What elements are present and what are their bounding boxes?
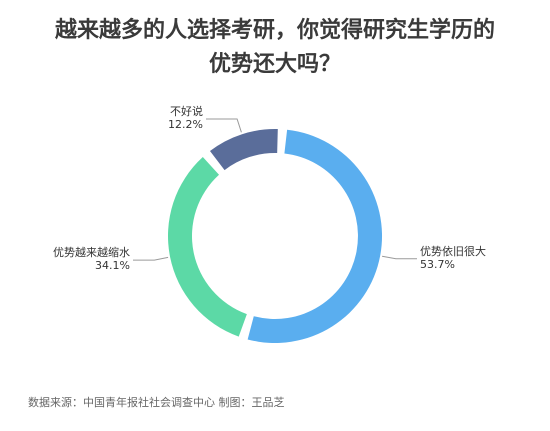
slice-value-label-2: 12.2%	[168, 118, 203, 131]
leader-line-0	[382, 255, 417, 260]
leader-line-1	[133, 256, 169, 261]
donut-slice-2	[209, 129, 278, 171]
data-source-note: 数据来源：中国青年报社社会调查中心 制图：王品芝	[28, 396, 285, 409]
slice-label-0: 优势依旧很大	[420, 244, 486, 258]
donut-slice-0	[247, 129, 383, 344]
slice-label-1: 优势越来越缩水	[53, 245, 130, 259]
slice-label-2: 不好说	[170, 104, 203, 118]
chart-title: 越来越多的人选择考研，你觉得研究生学历的 优势还大吗？	[0, 14, 550, 82]
chart-title-line-2: 优势还大吗？	[208, 52, 341, 77]
slice-value-label-0: 53.7%	[420, 258, 455, 271]
chart-title-line-1: 越来越多的人选择考研，你觉得研究生学历的	[54, 18, 495, 43]
donut-slice-1	[167, 157, 247, 337]
leader-line-2	[206, 118, 242, 133]
slice-value-label-1: 34.1%	[95, 259, 130, 272]
